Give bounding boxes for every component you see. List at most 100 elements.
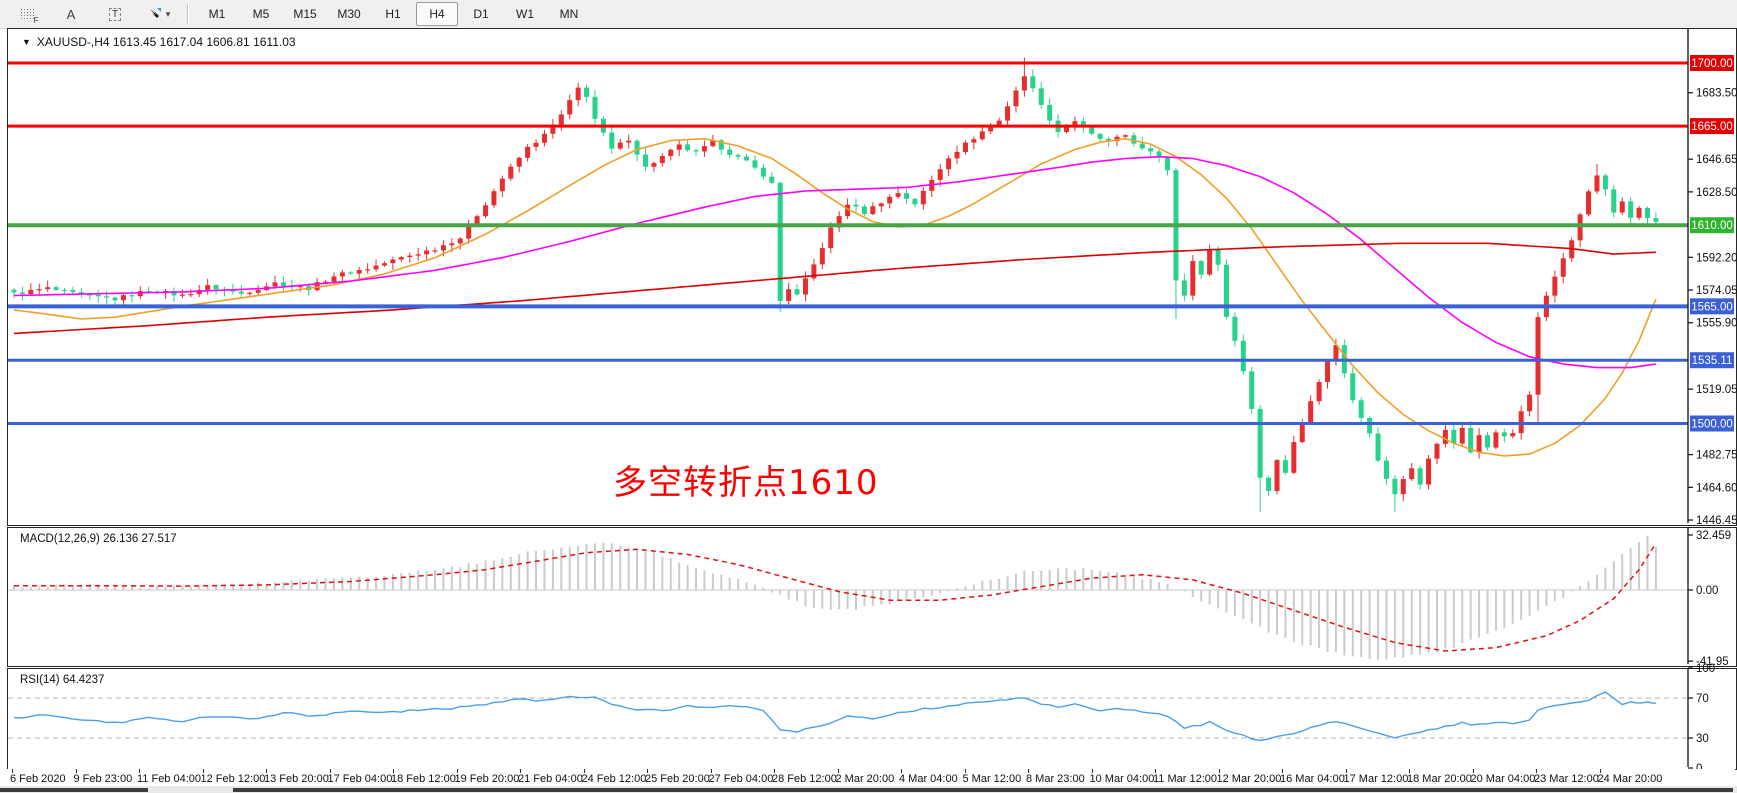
time-label: 5 Mar 12:00 — [962, 773, 1022, 785]
time-tick — [393, 769, 394, 773]
time-label: 18 Mar 20:00 — [1407, 773, 1472, 785]
scrollbar-thumb[interactable] — [233, 788, 1733, 792]
svg-text:100: 100 — [1696, 663, 1715, 675]
chart-text-annotation[interactable]: 多空转折点1610 — [613, 463, 879, 503]
time-label: 23 Mar 12:00 — [1534, 773, 1599, 785]
boxed-t-icon: T — [108, 7, 122, 21]
svg-text:0.00: 0.00 — [1696, 585, 1718, 597]
time-axis: 6 Feb 2020 9 Feb 23:00 11 Feb 04:00 12 Feb … — [7, 769, 1735, 786]
crosshair-grid-tool-button[interactable]: F — [6, 2, 48, 26]
time-label: 16 Mar 04:00 — [1280, 773, 1345, 785]
time-tick — [520, 769, 521, 773]
candlestick-chart: 1700.00 1665.00 1610.00 1565.00 1535.11 1500.… — [8, 29, 1737, 527]
time-tick — [901, 769, 902, 773]
svg-text:32.459: 32.459 — [1696, 530, 1731, 542]
rsi-label: RSI(14) 64.4237 — [20, 674, 105, 686]
svg-text:1565.00: 1565.00 — [1691, 301, 1733, 313]
time-tick — [1409, 769, 1410, 773]
time-label: 18 Feb 12:00 — [391, 773, 456, 785]
time-tick — [1599, 769, 1601, 773]
time-label: 9 Feb 23:00 — [73, 773, 133, 785]
time-tick — [139, 769, 140, 773]
time-tick — [964, 769, 966, 773]
timeframe-button-group: M1 M5 M15 M30 H1 H4 D1 W1 MN — [195, 2, 591, 26]
time-label: 24 Feb 12:00 — [581, 773, 647, 785]
timeframe-button-m15[interactable]: M15 — [293, 7, 317, 21]
toolbar-separator — [187, 4, 189, 24]
svg-text:1592.20: 1592.20 — [1696, 252, 1737, 264]
timeframe-button-m30[interactable]: M30 — [337, 7, 361, 21]
timeframe-button-h4[interactable]: H4 — [416, 2, 458, 26]
time-label: 11 Feb 04:00 — [137, 773, 202, 785]
macd-chart: 32.459 0.00 -41.95 — [8, 528, 1731, 668]
time-label: 12 Feb 12:00 — [200, 773, 266, 785]
svg-text:30: 30 — [1696, 733, 1709, 745]
text-box-tool-button[interactable]: T — [94, 2, 136, 26]
svg-text:1683.50: 1683.50 — [1696, 88, 1737, 100]
timeframe-button-m5[interactable]: M5 — [252, 7, 270, 21]
time-tick — [1282, 769, 1283, 773]
svg-text:1665.00: 1665.00 — [1691, 121, 1733, 133]
time-label: 2 Mar 20:00 — [835, 773, 895, 785]
chart-title: ▼ XAUUSD-,H4 1613.45 1617.04 1606.81 161… — [22, 35, 296, 49]
time-label: 28 Feb 12:00 — [772, 773, 837, 785]
svg-text:1628.50: 1628.50 — [1696, 187, 1737, 199]
time-tick — [583, 769, 585, 773]
time-label: 17 Feb 04:00 — [327, 773, 393, 785]
macd-label: MACD(12,26,9) 26.136 27.517 — [20, 533, 177, 545]
letter-a-icon: A — [66, 6, 76, 22]
time-tick — [12, 769, 13, 773]
timeframe-button-m1[interactable]: M1 — [208, 7, 226, 21]
time-label: 24 Mar 20:00 — [1597, 773, 1663, 785]
svg-text:1555.90: 1555.90 — [1696, 318, 1737, 330]
time-label: 21 Feb 04:00 — [518, 773, 583, 785]
time-tick — [456, 769, 458, 773]
symbol-ohlc-title: XAUUSD-,H4 1613.45 1617.04 1606.81 1611.… — [36, 35, 296, 49]
macd-panel[interactable]: 32.459 0.00 -41.95 MACD(12,26,9) 26.136 27… — [7, 527, 1737, 668]
timeframe-button-w1[interactable]: W1 — [516, 7, 534, 21]
chart-dropdown-icon[interactable]: ▼ — [22, 37, 31, 47]
svg-text:70: 70 — [1696, 693, 1709, 705]
time-tick — [1218, 769, 1220, 773]
time-tick — [266, 769, 267, 773]
svg-text:1500.00: 1500.00 — [1691, 419, 1733, 431]
scrollbar-thumb-left[interactable] — [0, 788, 148, 792]
time-label: 13 Feb 20:00 — [264, 773, 329, 785]
svg-text:1519.05: 1519.05 — [1696, 384, 1737, 396]
toolbar: F A T ▾ M1 M5 M15 M30 H1 H4 D1 W1 MN — [0, 0, 1737, 29]
timeframe-button-mn[interactable]: MN — [559, 7, 579, 21]
timeframe-button-h1[interactable]: H1 — [385, 7, 401, 21]
rsi-chart: 10070300 — [8, 663, 1715, 775]
time-label: 10 Mar 04:00 — [1089, 773, 1155, 785]
chevron-down-icon: ▾ — [165, 8, 171, 19]
time-label: 11 Mar 12:00 — [1153, 773, 1218, 785]
time-tick — [710, 769, 712, 773]
arrows-icon — [148, 7, 163, 22]
time-tick — [1155, 769, 1156, 773]
time-tick — [1345, 769, 1347, 773]
time-label: 27 Feb 04:00 — [708, 773, 774, 785]
time-label: 20 Mar 04:00 — [1470, 773, 1536, 785]
svg-text:1574.05: 1574.05 — [1696, 285, 1737, 297]
text-label-tool-button[interactable]: A — [50, 2, 92, 26]
svg-text:1482.75: 1482.75 — [1696, 450, 1737, 462]
time-tick — [202, 769, 204, 773]
time-tick — [1472, 769, 1474, 773]
time-label: 12 Mar 20:00 — [1216, 773, 1282, 785]
time-tick — [774, 769, 775, 773]
svg-text:1446.45: 1446.45 — [1696, 515, 1737, 527]
time-tick — [75, 769, 77, 773]
arrows-tool-button[interactable]: ▾ — [138, 2, 180, 26]
time-tick — [1028, 769, 1029, 773]
time-tick — [329, 769, 331, 773]
main-chart-panel[interactable]: 1700.00 1665.00 1610.00 1565.00 1535.11 1500.… — [7, 28, 1737, 527]
timeframe-button-d1[interactable]: D1 — [473, 7, 489, 21]
time-label: 8 Mar 23:00 — [1026, 773, 1085, 785]
horizontal-scrollbar[interactable] — [0, 786, 1737, 793]
time-label: 6 Feb 2020 — [10, 773, 66, 785]
rsi-panel[interactable]: 10070300 RSI(14) 64.4237 — [7, 663, 1737, 775]
time-tick — [1536, 769, 1537, 773]
time-tick — [1091, 769, 1093, 773]
time-label: 4 Mar 04:00 — [899, 773, 958, 785]
